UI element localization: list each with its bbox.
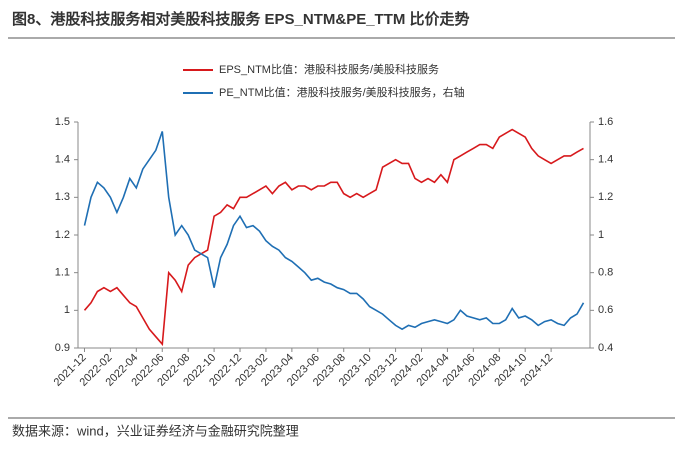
- source-note: 数据来源：wind，兴业证券经济与金融研究院整理: [12, 423, 299, 438]
- y2-tick-label: 1: [598, 229, 604, 241]
- y2-tick-label: 0.6: [598, 304, 613, 316]
- y-tick-label: 1: [64, 304, 70, 316]
- y-tick-label: 1.3: [55, 191, 70, 203]
- series-line: [83, 131, 585, 331]
- y2-tick-label: 1.6: [598, 116, 613, 128]
- y-tick-label: 1.2: [55, 229, 70, 241]
- legend-label: PE_NTM比值：港股科技服务/美股科技服务，右轴: [219, 85, 465, 99]
- chart-title: 图8、港股科技服务相对美股科技服务 EPS_NTM&PE_TTM 比价走势: [12, 10, 470, 28]
- y-tick-label: 0.9: [55, 342, 70, 354]
- y-tick-label: 1.5: [55, 116, 70, 128]
- y2-tick-label: 1.4: [598, 154, 613, 166]
- y2-tick-label: 1.2: [598, 191, 613, 203]
- y-tick-label: 1.1: [55, 267, 70, 279]
- y2-tick-label: 0.4: [598, 342, 613, 354]
- y-tick-label: 1.4: [55, 154, 70, 166]
- series-line: [83, 128, 584, 347]
- legend-label: EPS_NTM比值：港股科技服务/美股科技服务: [219, 62, 439, 76]
- y2-tick-label: 0.8: [598, 267, 613, 279]
